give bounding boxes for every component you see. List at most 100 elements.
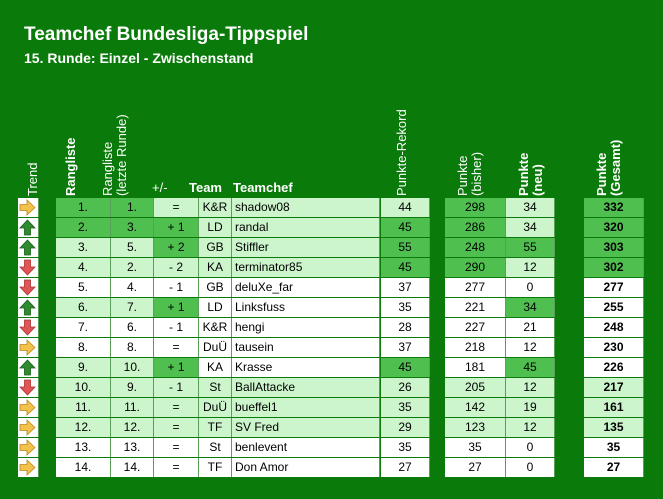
trend-side-icon (18, 438, 39, 457)
cell-diff: + 1 (154, 298, 199, 317)
cell-gesamt: 217 (584, 378, 644, 397)
cell-prev: 8. (111, 338, 154, 357)
cell-team: St (199, 438, 232, 457)
cell-bisher: 27 (445, 458, 506, 477)
cell-gesamt: 302 (584, 258, 644, 277)
cell-rekord: 45 (381, 218, 430, 237)
cell-prev: 2. (111, 258, 154, 277)
cell-bisher: 205 (445, 378, 506, 397)
cell-rank: 4. (56, 258, 111, 277)
cell-chef: Linksfuss (232, 298, 380, 317)
cell-rekord: 26 (381, 378, 430, 397)
cell-diff: - 1 (154, 318, 199, 337)
cell-team: St (199, 378, 232, 397)
trend-down-icon (18, 278, 39, 297)
cell-prev: 4. (111, 278, 154, 297)
page-subtitle: 15. Runde: Einzel - Zwischenstand (24, 50, 254, 66)
cell-chef: terminator85 (232, 258, 380, 277)
cell-bisher: 286 (445, 218, 506, 237)
cell-diff: = (154, 438, 199, 457)
cell-rekord: 44 (381, 198, 430, 217)
cell-diff: - 1 (154, 378, 199, 397)
trend-up-icon (18, 218, 39, 237)
cell-diff: - 2 (154, 258, 199, 277)
cell-gesamt: 135 (584, 418, 644, 437)
cell-gesamt: 226 (584, 358, 644, 377)
cell-gesamt: 332 (584, 198, 644, 217)
header-team: Team (189, 180, 222, 195)
cell-rekord: 37 (381, 278, 430, 297)
cell-neu: 34 (506, 198, 555, 217)
cell-rekord: 27 (381, 458, 430, 477)
cell-chef: shadow08 (232, 198, 380, 217)
cell-gesamt: 27 (584, 458, 644, 477)
cell-team: DuÜ (199, 398, 232, 417)
cell-diff: = (154, 458, 199, 477)
cell-bisher: 35 (445, 438, 506, 457)
cell-gesamt: 303 (584, 238, 644, 257)
cell-neu: 12 (506, 418, 555, 437)
cell-chef: randal (232, 218, 380, 237)
cell-diff: = (154, 338, 199, 357)
cell-chef: bueffel1 (232, 398, 380, 417)
cell-team: LD (199, 218, 232, 237)
trend-down-icon (18, 258, 39, 277)
cell-team: DuÜ (199, 338, 232, 357)
cell-team: TF (199, 458, 232, 477)
header-bisher: Punkte (bisher) (455, 151, 484, 196)
cell-rekord: 35 (381, 298, 430, 317)
cell-diff: + 1 (154, 218, 199, 237)
header-rekord: Punkte-Rekord (394, 109, 409, 196)
cell-gesamt: 277 (584, 278, 644, 297)
header-trend: Trend (25, 162, 40, 196)
cell-bisher: 298 (445, 198, 506, 217)
cell-rekord: 35 (381, 438, 430, 457)
cell-team: KA (199, 258, 232, 277)
header-teamchef: Teamchef (233, 180, 293, 195)
cell-prev: 6. (111, 318, 154, 337)
cell-team: K&R (199, 318, 232, 337)
cell-diff: = (154, 198, 199, 217)
cell-prev: 13. (111, 438, 154, 457)
cell-neu: 0 (506, 278, 555, 297)
cell-prev: 10. (111, 358, 154, 377)
cell-bisher: 227 (445, 318, 506, 337)
cell-team: LD (199, 298, 232, 317)
cell-diff: + 1 (154, 358, 199, 377)
cell-bisher: 218 (445, 338, 506, 357)
cell-diff: = (154, 418, 199, 437)
cell-bisher: 290 (445, 258, 506, 277)
cell-rekord: 28 (381, 318, 430, 337)
trend-side-icon (18, 198, 39, 217)
cell-chef: deluXe_far (232, 278, 380, 297)
cell-rekord: 55 (381, 238, 430, 257)
cell-prev: 12. (111, 418, 154, 437)
cell-chef: Stiffler (232, 238, 380, 257)
cell-prev: 14. (111, 458, 154, 477)
cell-rank: 11. (56, 398, 111, 417)
cell-team: KA (199, 358, 232, 377)
cell-rank: 9. (56, 358, 111, 377)
cell-gesamt: 255 (584, 298, 644, 317)
cell-rekord: 45 (381, 258, 430, 277)
cell-rekord: 37 (381, 338, 430, 357)
trend-side-icon (18, 398, 39, 417)
cell-rekord: 29 (381, 418, 430, 437)
header-gesamt: Punkte (Gesamt) (594, 139, 623, 196)
cell-rank: 6. (56, 298, 111, 317)
cell-team: K&R (199, 198, 232, 217)
trend-down-icon (18, 378, 39, 397)
header-rangliste-prev: Rangliste (letzte Runde) (100, 114, 129, 196)
header-rangliste: Rangliste (63, 137, 78, 196)
header-neu: Punkte (neu) (516, 152, 545, 196)
cell-chef: BallAttacke (232, 378, 380, 397)
cell-neu: 45 (506, 358, 555, 377)
cell-bisher: 142 (445, 398, 506, 417)
cell-rank: 3. (56, 238, 111, 257)
cell-chef: Krasse (232, 358, 380, 377)
cell-neu: 34 (506, 218, 555, 237)
trend-up-icon (18, 298, 39, 317)
cell-bisher: 123 (445, 418, 506, 437)
cell-team: TF (199, 418, 232, 437)
cell-bisher: 221 (445, 298, 506, 317)
